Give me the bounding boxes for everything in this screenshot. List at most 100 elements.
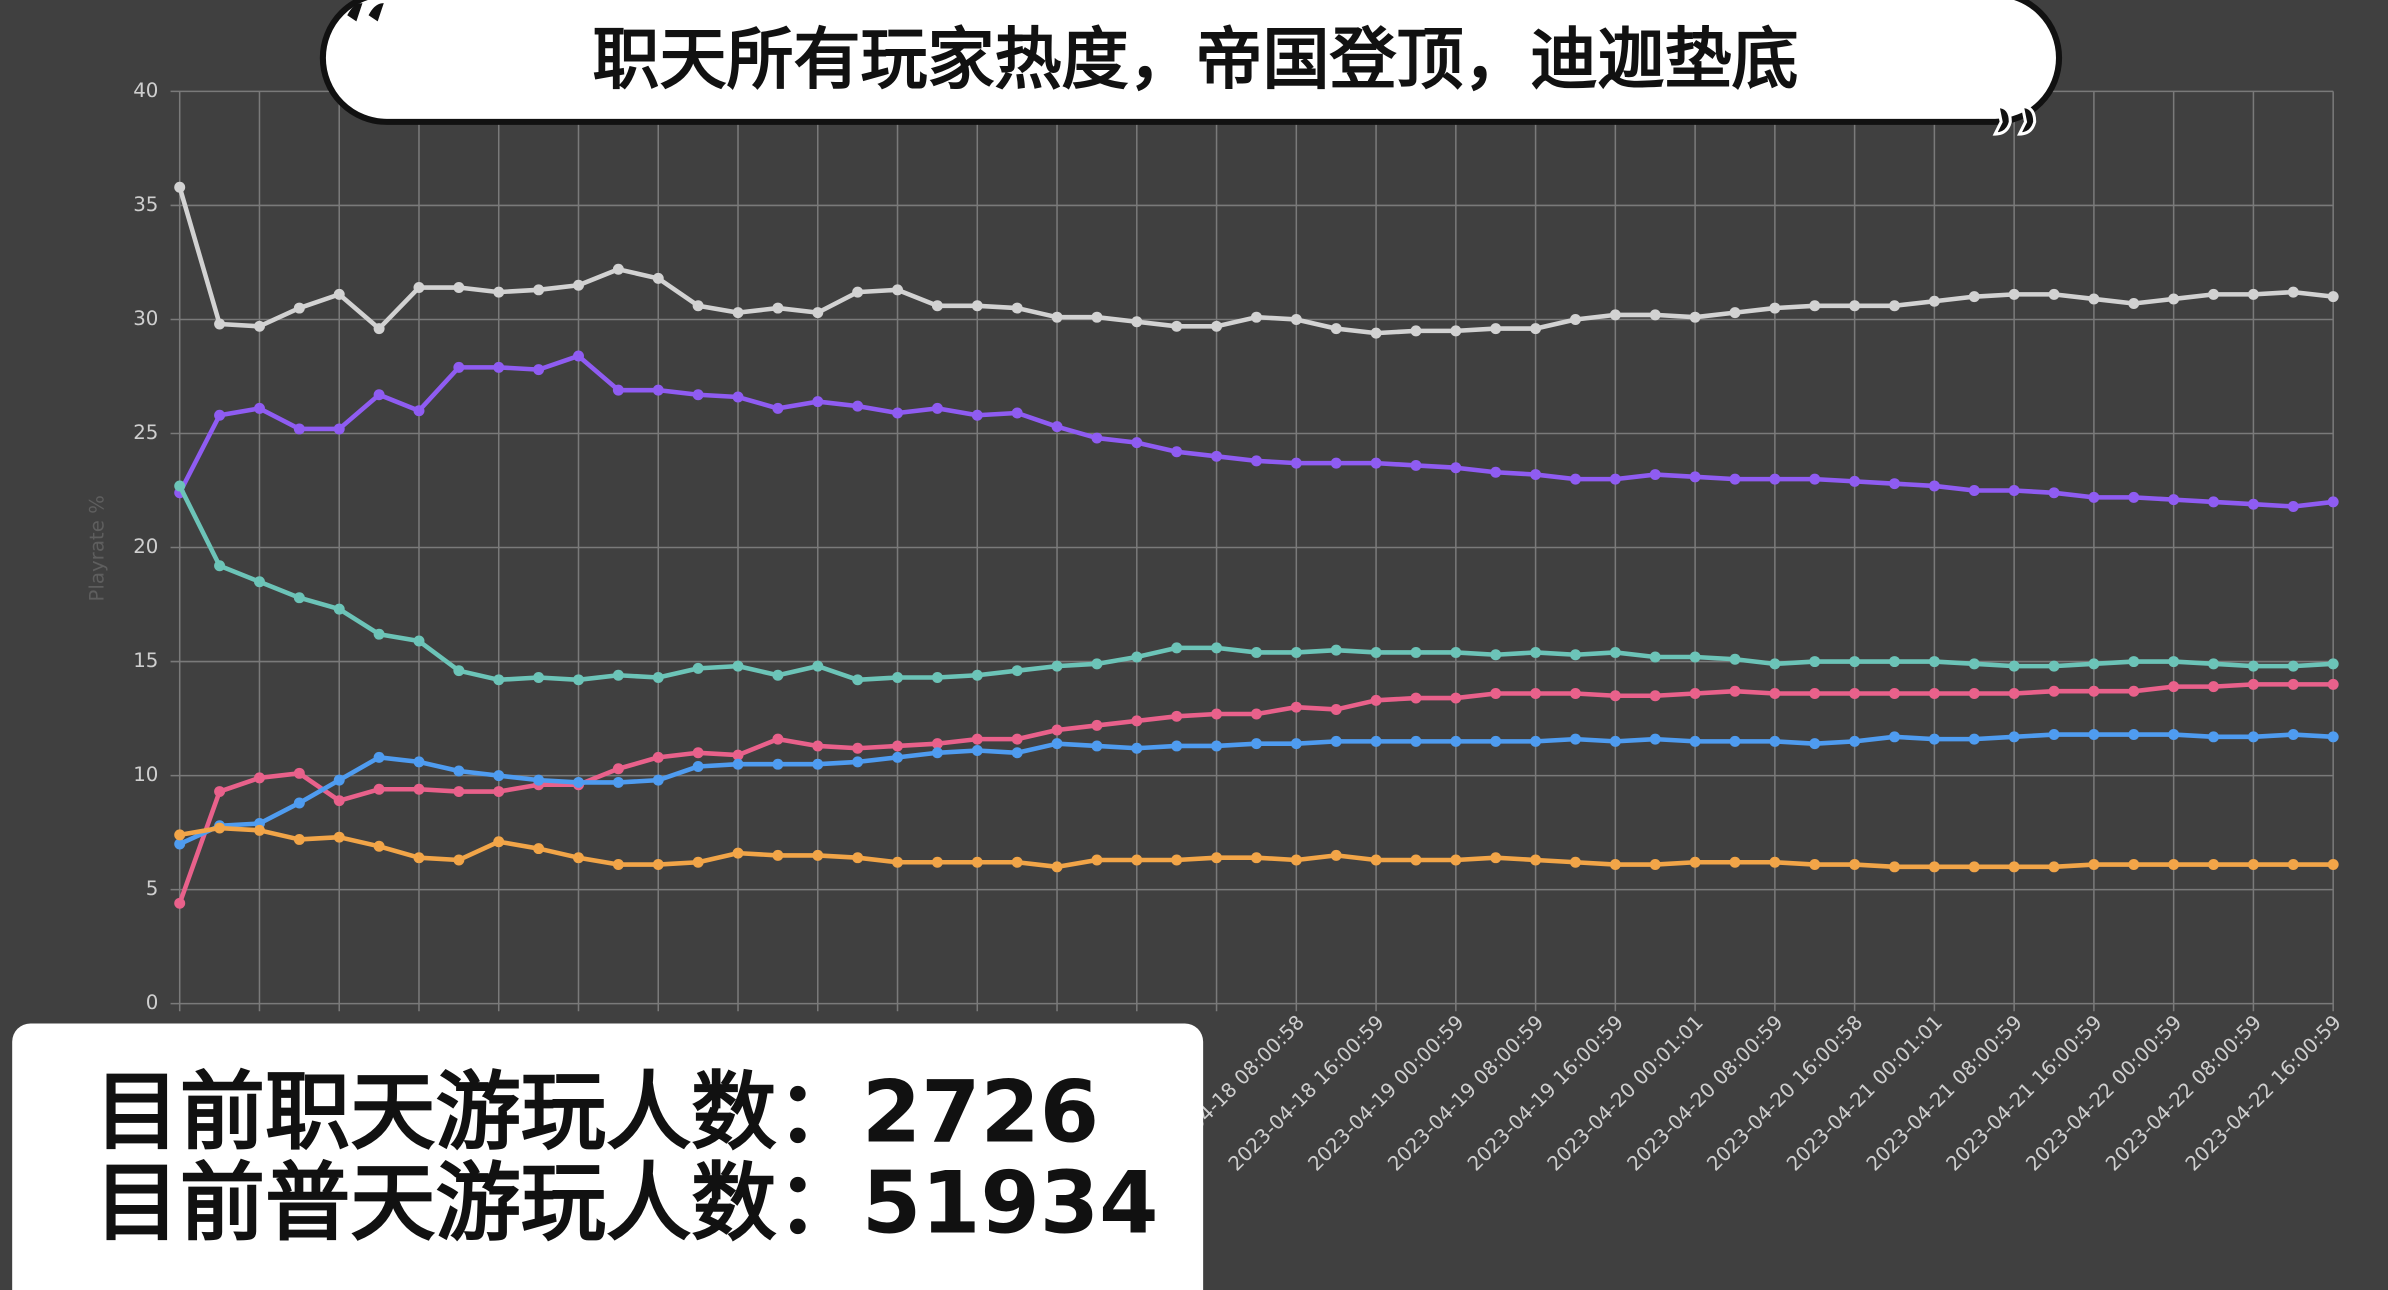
data-point bbox=[293, 592, 305, 604]
data-point bbox=[333, 774, 345, 786]
data-point bbox=[1968, 733, 1980, 745]
data-point bbox=[692, 662, 704, 674]
data-point bbox=[1769, 688, 1781, 699]
data-point bbox=[931, 300, 943, 312]
data-point bbox=[573, 852, 584, 864]
data-point bbox=[892, 407, 904, 419]
data-point bbox=[812, 849, 824, 861]
data-point bbox=[852, 756, 864, 768]
data-point bbox=[413, 282, 425, 294]
data-point bbox=[1649, 690, 1661, 702]
data-point bbox=[1290, 701, 1302, 713]
data-point bbox=[1171, 740, 1183, 752]
data-point bbox=[293, 767, 305, 779]
data-point bbox=[2287, 286, 2299, 298]
data-point bbox=[174, 181, 186, 193]
y-tick-label: 40 bbox=[133, 79, 158, 102]
data-point bbox=[652, 272, 664, 284]
data-point bbox=[1649, 469, 1661, 481]
data-point bbox=[1649, 859, 1661, 871]
data-point bbox=[1450, 325, 1462, 337]
data-point bbox=[612, 669, 624, 681]
data-point bbox=[573, 674, 584, 686]
data-point bbox=[2327, 731, 2339, 743]
data-point bbox=[1211, 320, 1223, 332]
data-point bbox=[1490, 323, 1502, 335]
data-point bbox=[1849, 475, 1861, 487]
data-point bbox=[971, 745, 983, 756]
data-point bbox=[293, 423, 305, 435]
data-point bbox=[652, 751, 664, 763]
data-point bbox=[253, 576, 265, 588]
data-point bbox=[1211, 450, 1223, 462]
data-point bbox=[612, 384, 624, 396]
data-point bbox=[413, 783, 425, 795]
data-point bbox=[453, 361, 465, 373]
y-tick-label: 15 bbox=[133, 649, 158, 672]
data-point bbox=[2247, 498, 2259, 510]
data-point bbox=[2208, 496, 2220, 508]
data-point bbox=[931, 402, 943, 414]
data-point bbox=[2128, 729, 2140, 741]
data-point bbox=[1290, 738, 1302, 750]
data-point bbox=[1729, 653, 1741, 665]
data-point bbox=[772, 402, 784, 414]
data-point bbox=[732, 391, 744, 403]
data-point bbox=[931, 747, 943, 759]
data-point bbox=[812, 660, 824, 672]
data-point bbox=[971, 669, 983, 681]
data-point bbox=[1569, 473, 1581, 485]
data-point bbox=[1769, 302, 1781, 314]
data-point bbox=[2247, 731, 2259, 743]
data-point bbox=[2128, 656, 2140, 668]
data-point bbox=[413, 405, 425, 417]
data-point bbox=[1809, 300, 1821, 312]
data-point bbox=[573, 350, 584, 362]
data-point bbox=[1569, 313, 1581, 325]
data-point bbox=[1450, 692, 1462, 704]
data-point bbox=[652, 672, 664, 684]
data-point bbox=[892, 856, 904, 868]
data-point bbox=[1729, 685, 1741, 697]
data-point bbox=[1889, 300, 1900, 312]
annotation: 目前普天游玩人数：51934 bbox=[94, 1155, 1158, 1254]
data-point bbox=[1370, 854, 1382, 866]
data-point bbox=[1410, 325, 1422, 337]
data-point bbox=[2327, 859, 2339, 871]
data-point bbox=[2088, 491, 2100, 503]
bubble-box bbox=[319, 0, 2063, 125]
data-point bbox=[652, 774, 664, 786]
data-point bbox=[1849, 859, 1861, 871]
data-point bbox=[1131, 742, 1143, 754]
data-point bbox=[1889, 861, 1900, 873]
stats-box: 目前职天游玩人数：2726 目前普天游玩人数：51934 bbox=[12, 1023, 1204, 1290]
data-point bbox=[1330, 849, 1342, 861]
data-point bbox=[2327, 658, 2339, 670]
data-point bbox=[214, 822, 226, 834]
data-point bbox=[772, 302, 784, 314]
data-point bbox=[1649, 651, 1661, 663]
data-point bbox=[812, 740, 824, 752]
data-point bbox=[1609, 859, 1621, 871]
data-point bbox=[1928, 656, 1940, 668]
annotation: 目前职天游玩人数：2726 bbox=[94, 1063, 1099, 1162]
data-point bbox=[1809, 688, 1821, 699]
data-point bbox=[1569, 688, 1581, 699]
data-point bbox=[892, 284, 904, 296]
data-point bbox=[1290, 313, 1302, 325]
data-point bbox=[373, 783, 385, 795]
data-point bbox=[333, 288, 345, 300]
data-point bbox=[852, 852, 864, 864]
data-point bbox=[1410, 854, 1422, 866]
data-point bbox=[1490, 852, 1502, 864]
data-point bbox=[2088, 293, 2100, 305]
data-point bbox=[493, 674, 505, 686]
data-point bbox=[1689, 471, 1701, 483]
data-point bbox=[293, 833, 305, 845]
data-point bbox=[1131, 437, 1143, 449]
data-point bbox=[1250, 455, 1262, 467]
data-point bbox=[1290, 854, 1302, 866]
stats-panel bbox=[12, 1023, 1204, 1290]
data-point bbox=[931, 672, 943, 684]
data-point bbox=[1290, 646, 1302, 658]
